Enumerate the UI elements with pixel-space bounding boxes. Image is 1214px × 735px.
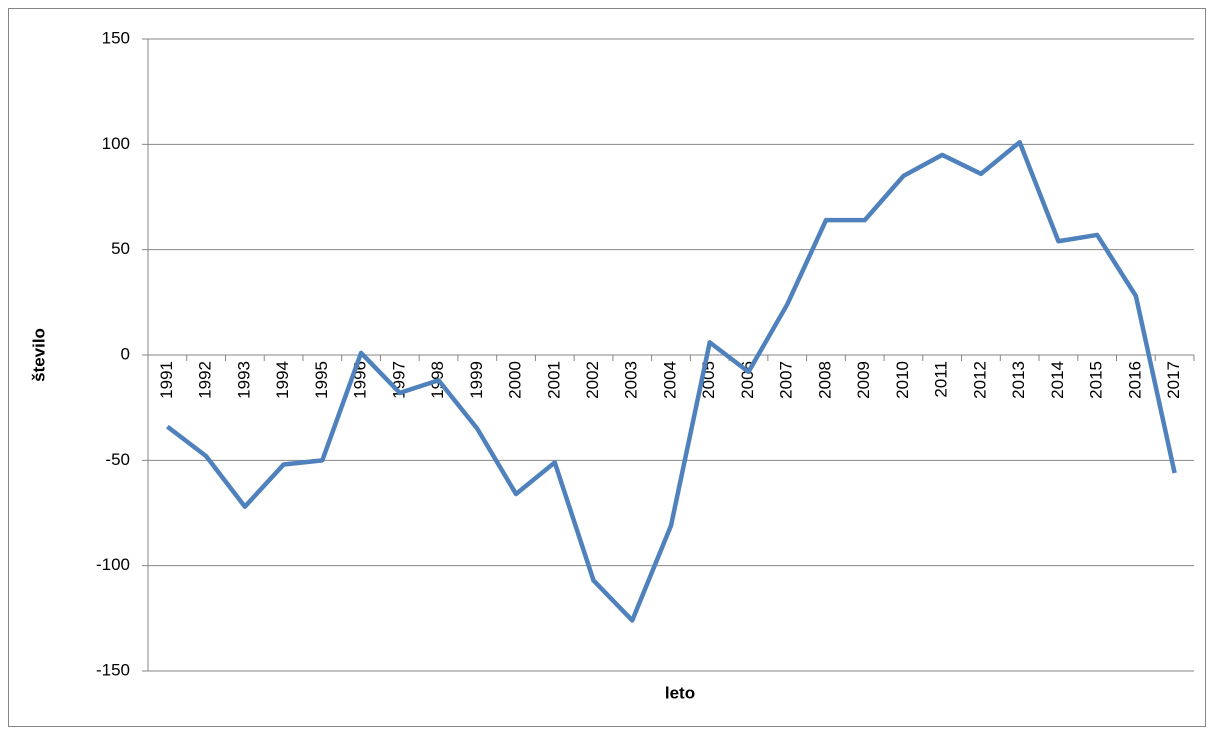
x-tick-label: 2013 [1009, 361, 1028, 399]
x-tick-label: 2000 [506, 361, 525, 399]
x-tick-label: 1991 [157, 361, 176, 399]
x-axis-title: leto [665, 683, 695, 702]
x-tick-label: 2007 [777, 361, 796, 399]
y-tick-label: 0 [121, 344, 130, 363]
x-tick-label: 2011 [932, 361, 951, 398]
y-tick-label: -150 [96, 660, 130, 679]
x-tick-label: 2004 [660, 361, 679, 399]
x-tick-label: 1994 [273, 361, 292, 399]
x-tick-label: 1993 [234, 361, 253, 399]
x-tick-label: 2010 [893, 361, 912, 399]
x-tick-label: 2001 [544, 361, 563, 399]
x-tick-label: 1999 [467, 361, 486, 399]
y-tick-label: 100 [102, 134, 130, 153]
x-tick-label: 2017 [1164, 361, 1183, 399]
x-tick-label: 1995 [312, 361, 331, 399]
x-tick-label: 2006 [738, 361, 757, 399]
chart-border [8, 8, 1206, 727]
x-tick-label: 2009 [854, 361, 873, 399]
x-tick-label: 2008 [815, 361, 834, 399]
x-tick-label: 2015 [1087, 361, 1106, 399]
x-tick-label: 2012 [970, 361, 989, 399]
x-tick-label: 1992 [196, 361, 215, 399]
y-tick-label: -50 [105, 450, 130, 469]
x-tick-label: 2016 [1125, 361, 1144, 399]
y-tick-label: 150 [102, 28, 130, 47]
x-tick-label: 2014 [1048, 361, 1067, 399]
x-tick-label: 2003 [622, 361, 641, 399]
data-line [166, 139, 1177, 623]
y-axis-title: število [29, 328, 48, 382]
x-tick-label: 2002 [583, 361, 602, 399]
y-tick-label: 50 [111, 239, 130, 258]
y-tick-label: -100 [96, 555, 130, 574]
